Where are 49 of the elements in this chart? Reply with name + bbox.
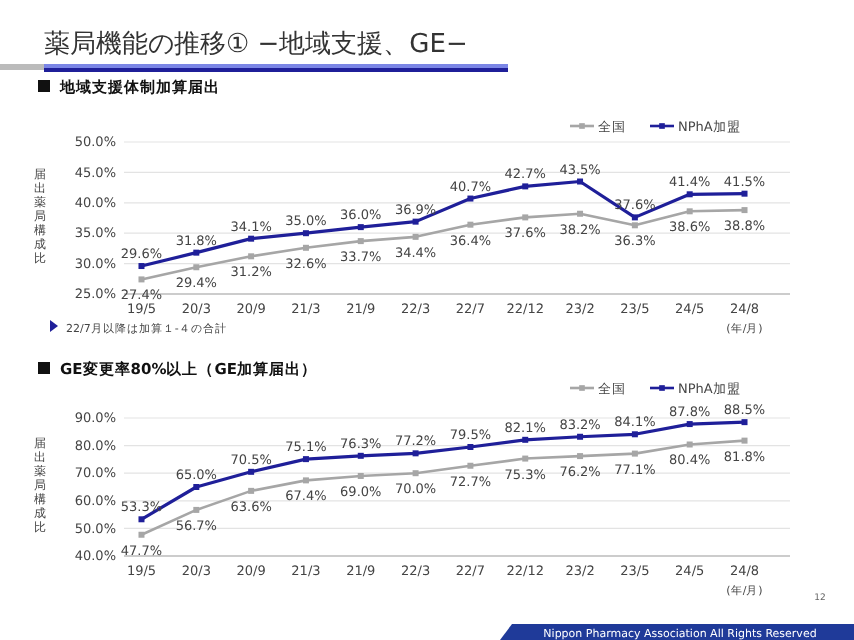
point	[412, 218, 419, 225]
point	[302, 477, 309, 484]
point	[357, 224, 364, 231]
point	[248, 253, 255, 260]
point	[686, 441, 693, 448]
point	[631, 214, 638, 221]
point	[248, 468, 255, 475]
point	[467, 195, 474, 202]
point	[686, 208, 693, 215]
point	[302, 244, 309, 251]
point	[138, 276, 145, 283]
point	[193, 249, 200, 256]
point	[686, 191, 693, 198]
point	[248, 235, 255, 242]
point	[193, 484, 200, 490]
point	[741, 437, 748, 444]
point	[741, 190, 748, 197]
point	[577, 453, 584, 460]
point	[138, 263, 145, 270]
chart-title: 薬局機能の推移① −地域支援、GE−	[44, 30, 468, 60]
point	[248, 487, 255, 494]
point	[577, 210, 584, 217]
point	[522, 183, 529, 190]
point	[522, 455, 529, 462]
point	[412, 470, 419, 477]
point	[138, 516, 145, 523]
point	[522, 436, 529, 443]
point	[412, 450, 419, 457]
point	[631, 431, 638, 438]
point	[741, 419, 748, 426]
point	[631, 450, 638, 457]
point	[302, 230, 309, 237]
point	[357, 238, 364, 245]
point	[138, 531, 145, 538]
point	[302, 456, 309, 463]
point	[577, 178, 584, 185]
point	[467, 462, 474, 469]
point	[631, 222, 638, 229]
point	[467, 221, 474, 228]
point	[357, 452, 364, 459]
point	[467, 443, 474, 450]
point	[686, 421, 693, 428]
point	[193, 506, 200, 513]
point	[577, 433, 584, 440]
point	[412, 233, 419, 240]
point	[741, 207, 748, 214]
point	[522, 214, 529, 221]
point	[193, 264, 200, 271]
point	[357, 472, 364, 479]
